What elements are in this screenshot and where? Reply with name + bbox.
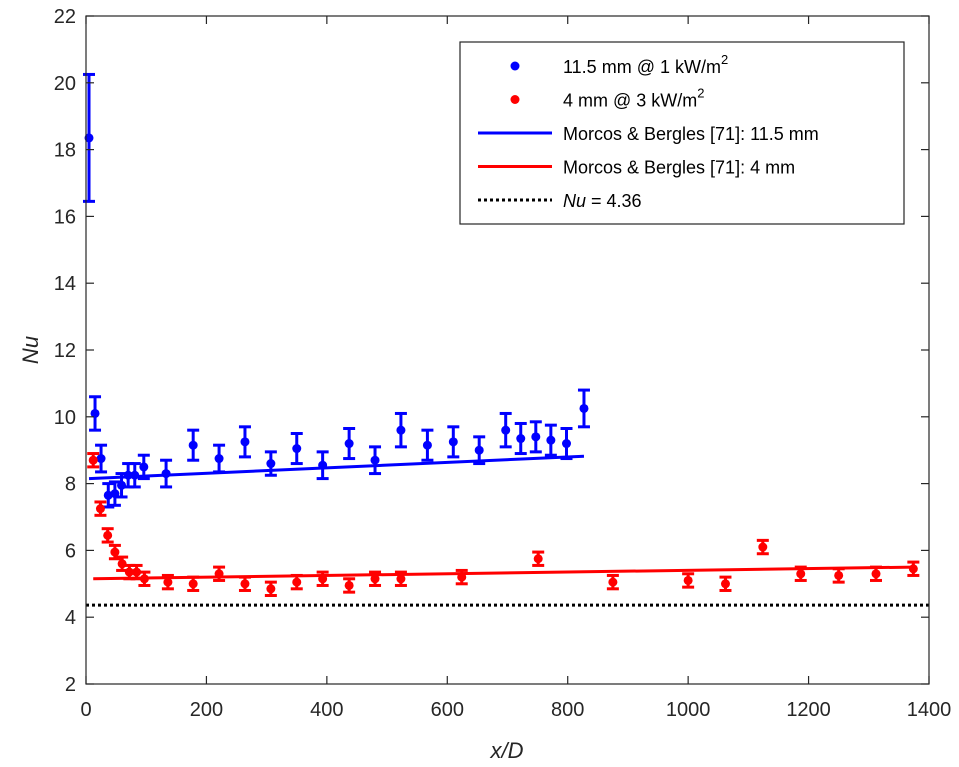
data-point — [474, 445, 484, 455]
x-tick-label: 1200 — [786, 699, 831, 721]
y-tick-label: 20 — [54, 73, 76, 95]
data-point — [84, 133, 94, 143]
data-point — [139, 574, 149, 584]
data-point — [214, 454, 224, 464]
data-point — [163, 577, 173, 587]
y-tick-label: 12 — [54, 340, 76, 362]
y-axis-label: Nu — [18, 336, 43, 364]
data-point — [396, 574, 406, 584]
data-point — [266, 459, 276, 469]
data-point — [214, 569, 224, 579]
data-point — [531, 432, 541, 442]
legend-label-text: 11.5 mm @ 1 kW/m — [563, 57, 721, 77]
data-point — [240, 437, 250, 447]
legend-label-text: Morcos & Bergles [71]: 11.5 mm — [563, 124, 819, 144]
data-point — [132, 567, 142, 577]
data-point — [344, 580, 354, 590]
data-point — [908, 564, 918, 574]
data-point — [124, 567, 134, 577]
data-point — [130, 470, 140, 480]
legend-label: Morcos & Bergles [71]: 11.5 mm — [563, 124, 819, 144]
data-point — [292, 577, 302, 587]
y-tick-label: 16 — [54, 206, 76, 228]
legend-label-text: Morcos & Bergles [71]: 4 mm — [563, 158, 795, 178]
legend-label: 4 mm @ 3 kW/m2 — [563, 86, 705, 111]
y-tick-label: 18 — [54, 140, 76, 162]
legend-label-text: 4 mm @ 3 kW/m — [563, 91, 697, 111]
data-point — [188, 579, 198, 589]
data-point — [457, 572, 467, 582]
legend-label-italic: Nu — [563, 191, 586, 211]
data-point — [110, 547, 120, 557]
data-point — [448, 437, 458, 447]
x-tick-label: 400 — [310, 699, 343, 721]
x-tick-label: 0 — [80, 699, 91, 721]
legend-label-text: = 4.36 — [586, 191, 642, 211]
data-point — [96, 454, 106, 464]
legend-marker-dot — [510, 61, 520, 71]
legend-label-superscript: 2 — [697, 86, 704, 101]
data-point — [608, 577, 618, 587]
data-point — [266, 584, 276, 594]
data-point — [161, 469, 171, 479]
legend-label: Morcos & Bergles [71]: 4 mm — [563, 158, 795, 178]
fit-line — [93, 565, 914, 581]
axis-ticks: 0 200 400 600 800 1000 1200 1400 2 4 6 8 10 12 14 16 18 2… — [54, 6, 952, 721]
x-tick-label: 200 — [190, 699, 223, 721]
data-point — [123, 470, 133, 480]
y-tick-label: 2 — [65, 674, 76, 696]
data-point — [871, 569, 881, 579]
legend-label-superscript: 2 — [721, 52, 728, 67]
data-point — [370, 574, 380, 584]
data-point — [103, 530, 113, 540]
y-tick-label: 14 — [54, 273, 76, 295]
legend-marker-dot — [510, 95, 520, 104]
data-point — [683, 575, 693, 585]
data-point — [533, 554, 543, 564]
x-tick-label: 1000 — [666, 699, 711, 721]
data-point — [796, 569, 806, 579]
x-axis-label: x/D — [490, 738, 524, 763]
data-point — [516, 434, 526, 444]
data-point — [579, 403, 589, 413]
y-tick-label: 4 — [65, 607, 76, 629]
data-point — [396, 425, 406, 435]
data-point — [562, 439, 572, 449]
legend-label: 11.5 mm @ 1 kW/m2 — [563, 52, 728, 77]
chart-marks — [83, 72, 929, 607]
y-tick-label: 22 — [54, 6, 76, 28]
data-point — [422, 440, 432, 450]
data-point — [370, 455, 380, 465]
data-point — [758, 542, 768, 552]
y-tick-label: 8 — [65, 474, 76, 496]
data-point — [501, 425, 511, 435]
data-point — [88, 455, 98, 465]
data-point — [188, 440, 198, 450]
data-point — [139, 462, 149, 472]
data-point — [720, 579, 730, 589]
data-point — [240, 579, 250, 589]
legend-label: Nu = 4.36 — [563, 191, 642, 211]
y-tick-label: 6 — [65, 540, 76, 562]
x-tick-label: 800 — [551, 699, 584, 721]
data-point — [318, 460, 328, 470]
x-tick-label: 1400 — [907, 699, 952, 721]
data-point — [318, 574, 328, 584]
x-tick-label: 600 — [431, 699, 464, 721]
data-point — [546, 435, 556, 445]
data-point — [344, 439, 354, 449]
data-point — [292, 444, 302, 454]
data-point — [834, 570, 844, 580]
y-tick-label: 10 — [54, 407, 76, 429]
data-point — [95, 504, 105, 514]
fit-line — [88, 454, 585, 481]
data-point — [90, 408, 100, 418]
